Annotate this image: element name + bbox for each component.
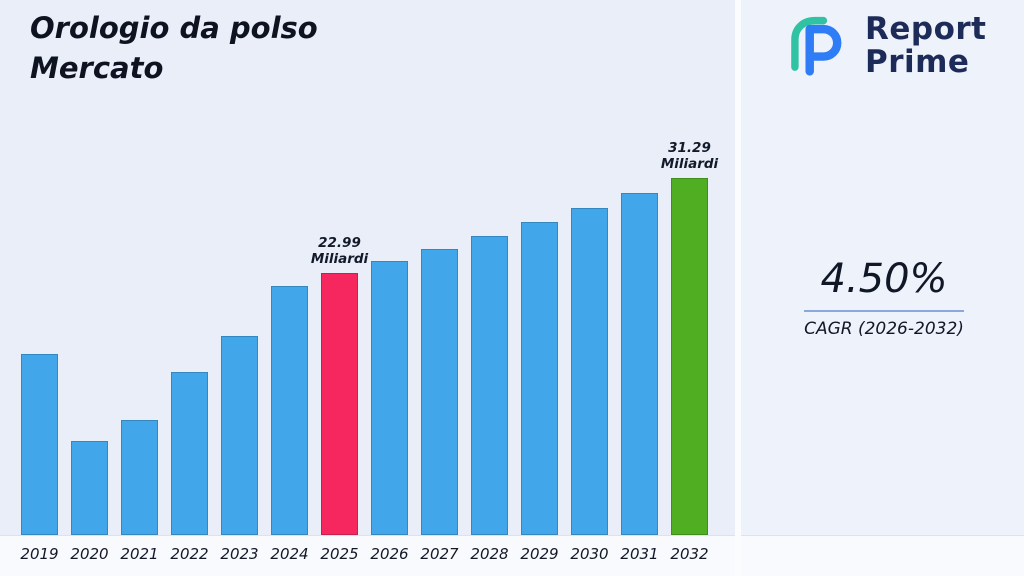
bar-2026 [371, 261, 408, 535]
x-tick-2029: 2029 [520, 545, 559, 563]
x-tick-2027: 2027 [420, 545, 459, 563]
bar-2024 [271, 286, 308, 535]
x-tick-2031: 2031 [620, 545, 659, 563]
x-tick-2028: 2028 [470, 545, 509, 563]
cagr-label: CAGR (2026-2032) [804, 319, 964, 339]
cagr-stat-block: 4.50% CAGR (2026-2032) [804, 256, 964, 339]
bar-2032 [671, 178, 708, 535]
x-axis-strip [0, 535, 1024, 576]
brand-name-line1: Report [865, 11, 987, 48]
x-tick-2024: 2024 [270, 545, 309, 563]
bar-2027 [421, 249, 458, 535]
x-tick-2030: 2030 [570, 545, 609, 563]
bar-2030 [571, 208, 608, 535]
logo-mark-teal-stroke [791, 16, 828, 71]
side-panel-background [741, 0, 1024, 576]
bar-2021 [121, 420, 158, 535]
cagr-value: 4.50% [820, 256, 948, 302]
value-label-2032: 31.29 Miliardi [660, 139, 719, 172]
bar-2028 [471, 236, 508, 535]
x-tick-2023: 2023 [220, 545, 259, 563]
x-tick-2021: 2021 [120, 545, 159, 563]
bar-2029 [521, 222, 558, 535]
bar-2031 [621, 193, 658, 535]
value-label-2025: 22.99 Miliardi [310, 234, 369, 267]
brand-name: Report Prime [865, 13, 987, 79]
x-tick-2032: 2032 [670, 545, 709, 563]
cagr-underline [804, 310, 964, 312]
bar-2023 [221, 336, 258, 535]
page-title: Orologio da polso Mercato [30, 11, 318, 86]
x-tick-2022: 2022 [170, 545, 209, 563]
logo-mark-blue-stroke [805, 24, 842, 76]
bar-2025 [321, 273, 358, 535]
x-tick-2026: 2026 [370, 545, 409, 563]
section-divider [735, 0, 741, 576]
bar-2022 [171, 372, 208, 535]
x-tick-2020: 2020 [70, 545, 109, 563]
bar-2019 [21, 354, 58, 535]
x-tick-2019: 2019 [20, 545, 59, 563]
brand-logo: Report Prime [778, 12, 987, 80]
x-tick-2025: 2025 [320, 545, 359, 563]
brand-logo-icon [791, 16, 842, 76]
bar-2020 [71, 441, 108, 535]
bar-chart: 2019 2020 2021 2022 2023 2024 2025 22.99 Miliard… [20, 139, 719, 563]
brand-name-line2: Prime [865, 44, 970, 80]
